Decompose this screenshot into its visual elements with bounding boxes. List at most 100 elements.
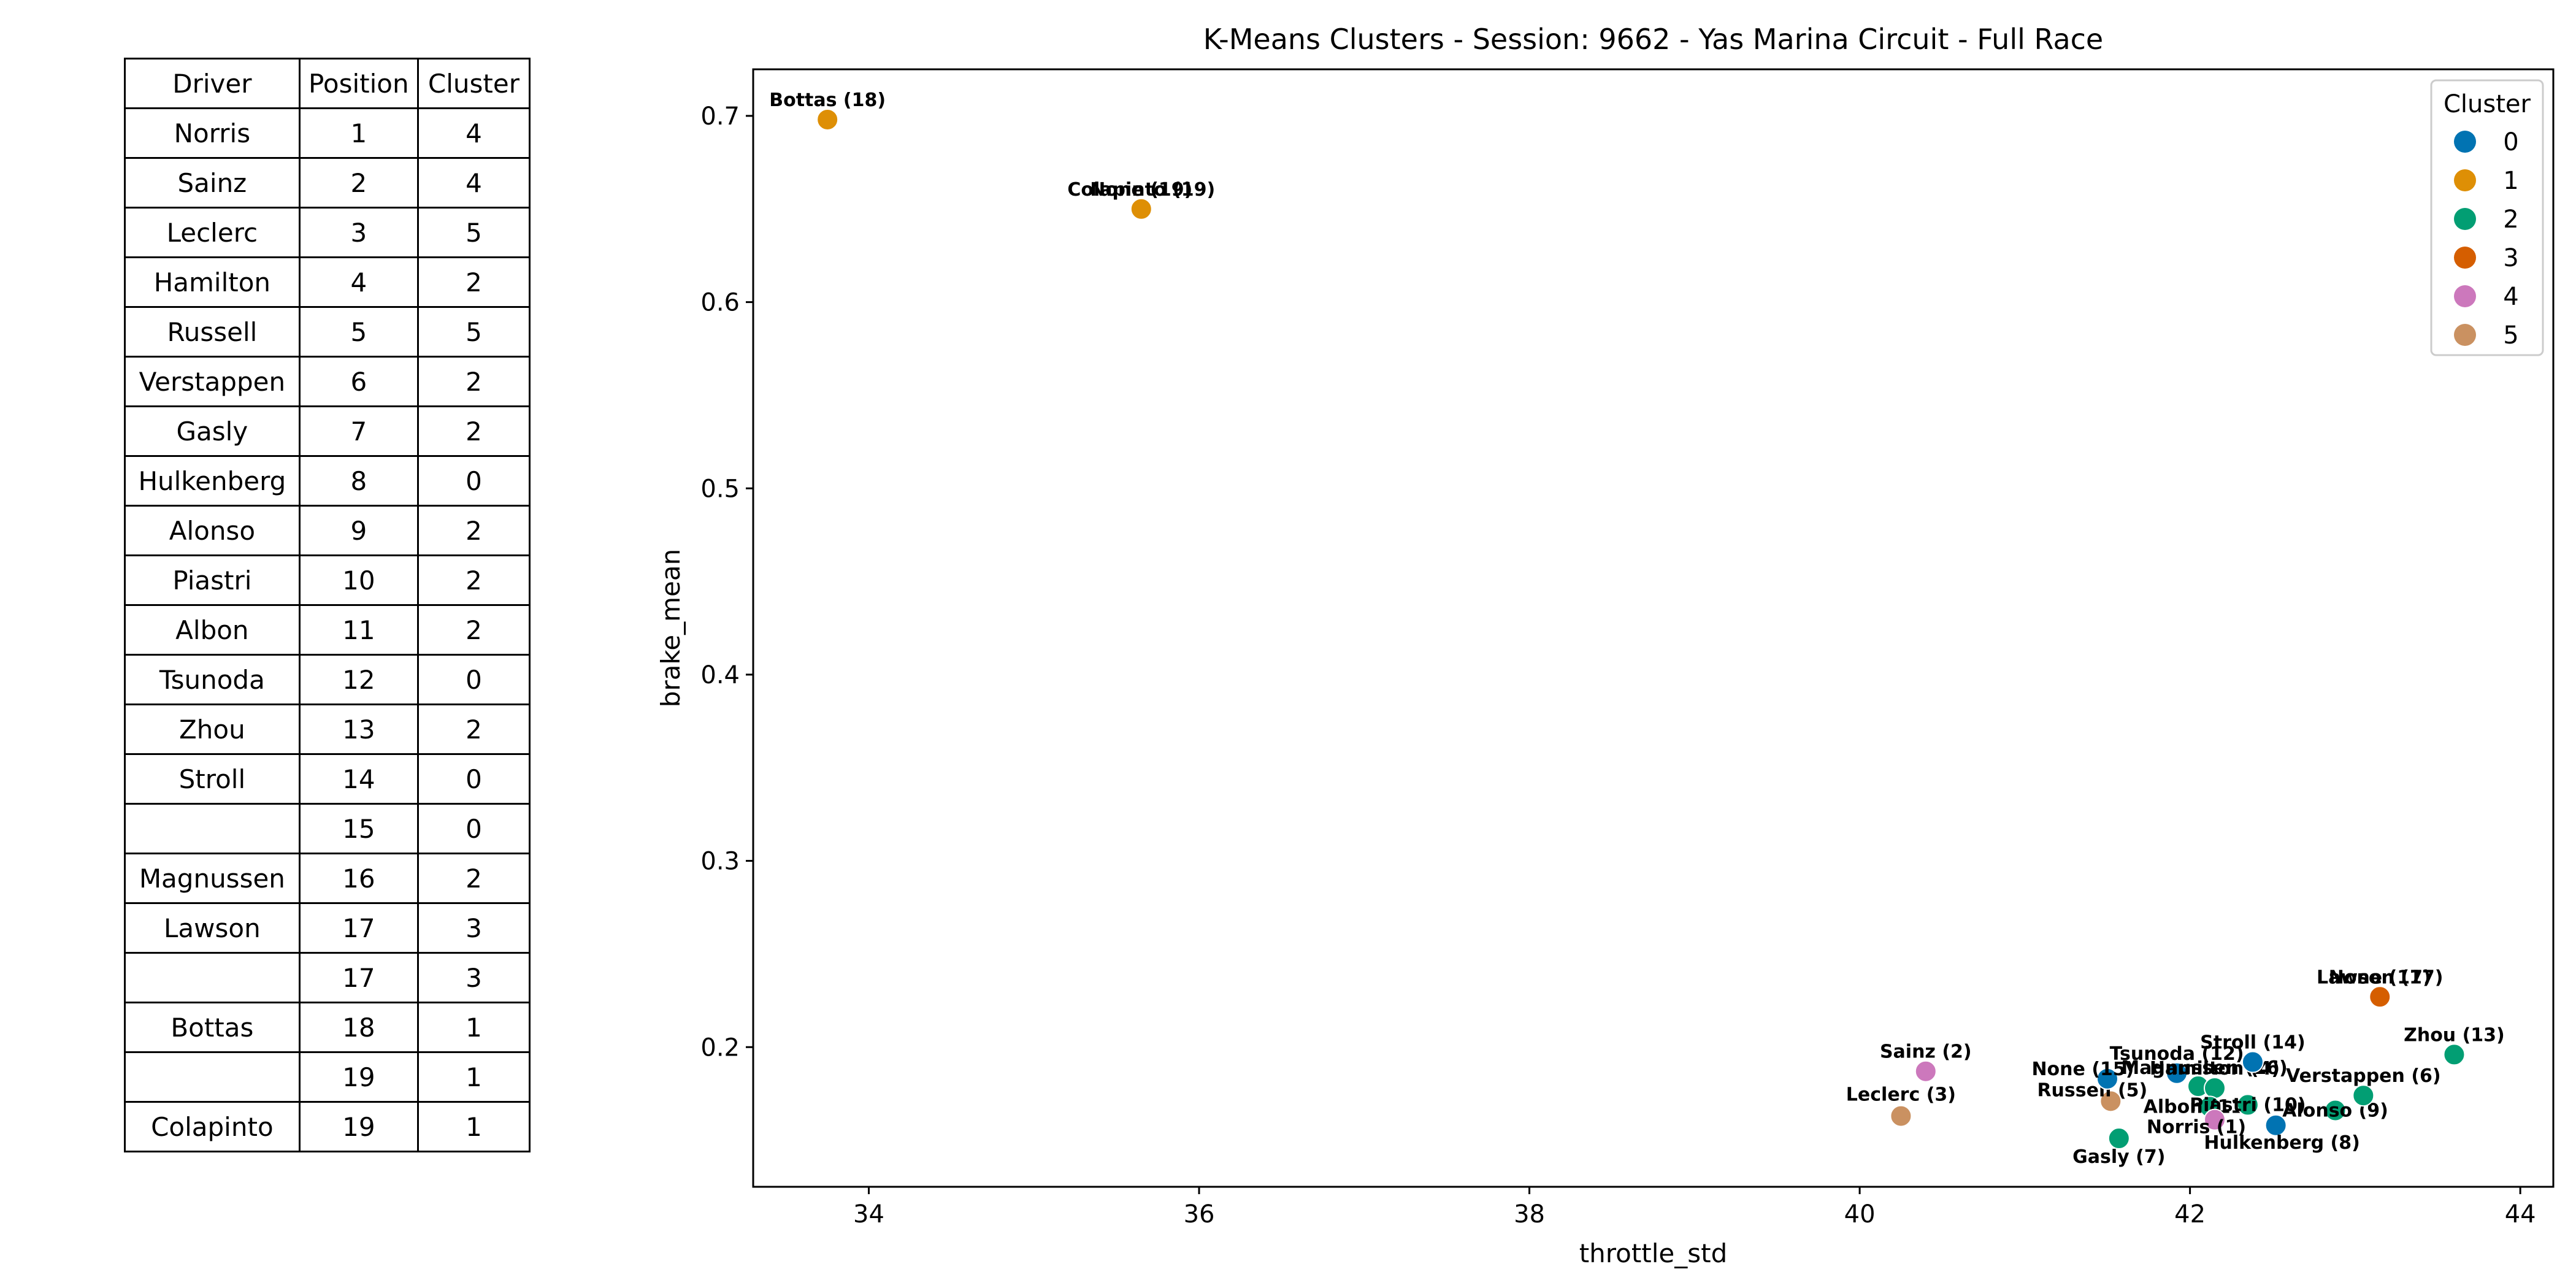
table-row: Piastri 10 2	[124, 554, 531, 606]
driver-cluster-table: Driver Position Cluster Norris 1 4 Sainz 2 4 L…	[124, 58, 531, 1152]
data-point	[2241, 1051, 2264, 1073]
legend-title: Cluster	[2444, 90, 2531, 118]
legend-marker	[2454, 169, 2476, 191]
cluster-cell: 1	[416, 1051, 531, 1103]
legend-marker	[2454, 131, 2476, 153]
header-driver: Driver	[124, 58, 301, 109]
table-header-row: Driver Position Cluster	[124, 58, 531, 109]
point-label: Russell (5)	[2037, 1079, 2147, 1101]
driver-cell	[124, 952, 301, 1003]
point-label: None (19)	[1090, 179, 1192, 201]
position-cell: 4	[298, 256, 419, 308]
table-row: Zhou 13 2	[124, 703, 531, 755]
point-label: Bottas (18)	[769, 90, 886, 111]
cluster-cell: 4	[416, 157, 531, 209]
driver-cell: Norris	[124, 107, 301, 159]
cluster-cell: 3	[416, 902, 531, 954]
x-tick-label: 42	[2174, 1200, 2206, 1229]
legend-label: 2	[2503, 205, 2518, 234]
position-cell: 19	[298, 1051, 419, 1103]
position-cell: 2	[298, 157, 419, 209]
position-cell: 13	[298, 703, 419, 755]
position-cell: 14	[298, 753, 419, 805]
data-point	[2096, 1067, 2118, 1090]
x-tick-label: 40	[1844, 1200, 1876, 1229]
data-point	[2443, 1043, 2466, 1066]
legend-marker	[2454, 285, 2476, 307]
driver-cell: Albon	[124, 604, 301, 656]
position-cell: 19	[298, 1101, 419, 1152]
point-label: Hulkenberg (8)	[2204, 1132, 2359, 1154]
point-label: Gasly (7)	[2072, 1146, 2165, 1168]
table-row: Lawson 17 3	[124, 902, 531, 954]
table-row: Bottas 18 1	[124, 1002, 531, 1053]
driver-cell: Hulkenberg	[124, 455, 301, 507]
cluster-cell: 1	[416, 1002, 531, 1053]
driver-cell	[124, 1051, 301, 1103]
x-axis-label: throttle_std	[1579, 1238, 1728, 1268]
cluster-cell: 2	[416, 405, 531, 457]
point-label: Tsunoda (12)	[2110, 1043, 2244, 1065]
position-cell: 16	[298, 853, 419, 904]
legend-box	[2430, 79, 2544, 356]
cluster-cell: 3	[416, 952, 531, 1003]
driver-cell: Magnussen	[124, 853, 301, 904]
driver-cell: Colapinto	[124, 1101, 301, 1152]
position-cell: 9	[298, 505, 419, 556]
cluster-cell: 2	[416, 356, 531, 407]
position-cell: 17	[298, 952, 419, 1003]
position-cell: 1	[298, 107, 419, 159]
table-row: Verstappen 6 2	[124, 356, 531, 407]
position-cell: 11	[298, 604, 419, 656]
position-cell: 17	[298, 902, 419, 954]
legend-label: 4	[2503, 283, 2518, 311]
legend-marker	[2454, 247, 2476, 269]
driver-cell: Sainz	[124, 157, 301, 209]
data-point	[816, 108, 839, 131]
y-tick-label: 0.2	[700, 1033, 740, 1062]
table-row: Russell 5 5	[124, 306, 531, 358]
y-tick-label: 0.3	[700, 848, 740, 876]
data-point	[1130, 197, 1152, 220]
cluster-cell: 0	[416, 803, 531, 854]
data-point	[2264, 1114, 2287, 1137]
data-point	[2204, 1108, 2226, 1131]
plot-frame	[752, 68, 2555, 1188]
legend-label: 1	[2503, 167, 2518, 195]
point-label: Alonso (9)	[2282, 1100, 2388, 1121]
driver-cell: Verstappen	[124, 356, 301, 407]
table-row: Stroll 14 0	[124, 753, 531, 805]
point-label: Norris (1)	[2147, 1117, 2246, 1138]
point-label: Zhou (13)	[2404, 1024, 2505, 1046]
x-tick-label: 34	[853, 1200, 884, 1229]
table-row: Gasly 7 2	[124, 405, 531, 457]
driver-cell: Piastri	[124, 554, 301, 606]
point-label: None (15)	[2031, 1059, 2134, 1080]
data-point	[2369, 986, 2391, 1008]
cluster-cell: 0	[416, 753, 531, 805]
cluster-cell: 5	[416, 306, 531, 358]
cluster-cell: 4	[416, 107, 531, 159]
cluster-cell: 1	[416, 1101, 531, 1152]
position-cell: 8	[298, 455, 419, 507]
point-label: None (17)	[2329, 967, 2431, 988]
y-tick-label: 0.5	[700, 475, 740, 503]
table-row: Albon 11 2	[124, 604, 531, 656]
driver-cell: Hamilton	[124, 256, 301, 308]
table-row: 17 3	[124, 952, 531, 1003]
table-row: Hulkenberg 8 0	[124, 455, 531, 507]
table-row: 15 0	[124, 803, 531, 854]
y-tick-label: 0.7	[700, 102, 740, 131]
driver-cell	[124, 803, 301, 854]
driver-cell: Stroll	[124, 753, 301, 805]
data-point	[1890, 1105, 1912, 1127]
table-row: Leclerc 3 5	[124, 207, 531, 258]
table-row: Sainz 2 4	[124, 157, 531, 209]
data-point	[2324, 1099, 2347, 1122]
x-tick-label: 38	[1514, 1200, 1545, 1229]
driver-cell: Leclerc	[124, 207, 301, 258]
table-row: Alonso 9 2	[124, 505, 531, 556]
point-label: Stroll (14)	[2200, 1032, 2306, 1054]
point-label: Sainz (2)	[1880, 1041, 1972, 1063]
